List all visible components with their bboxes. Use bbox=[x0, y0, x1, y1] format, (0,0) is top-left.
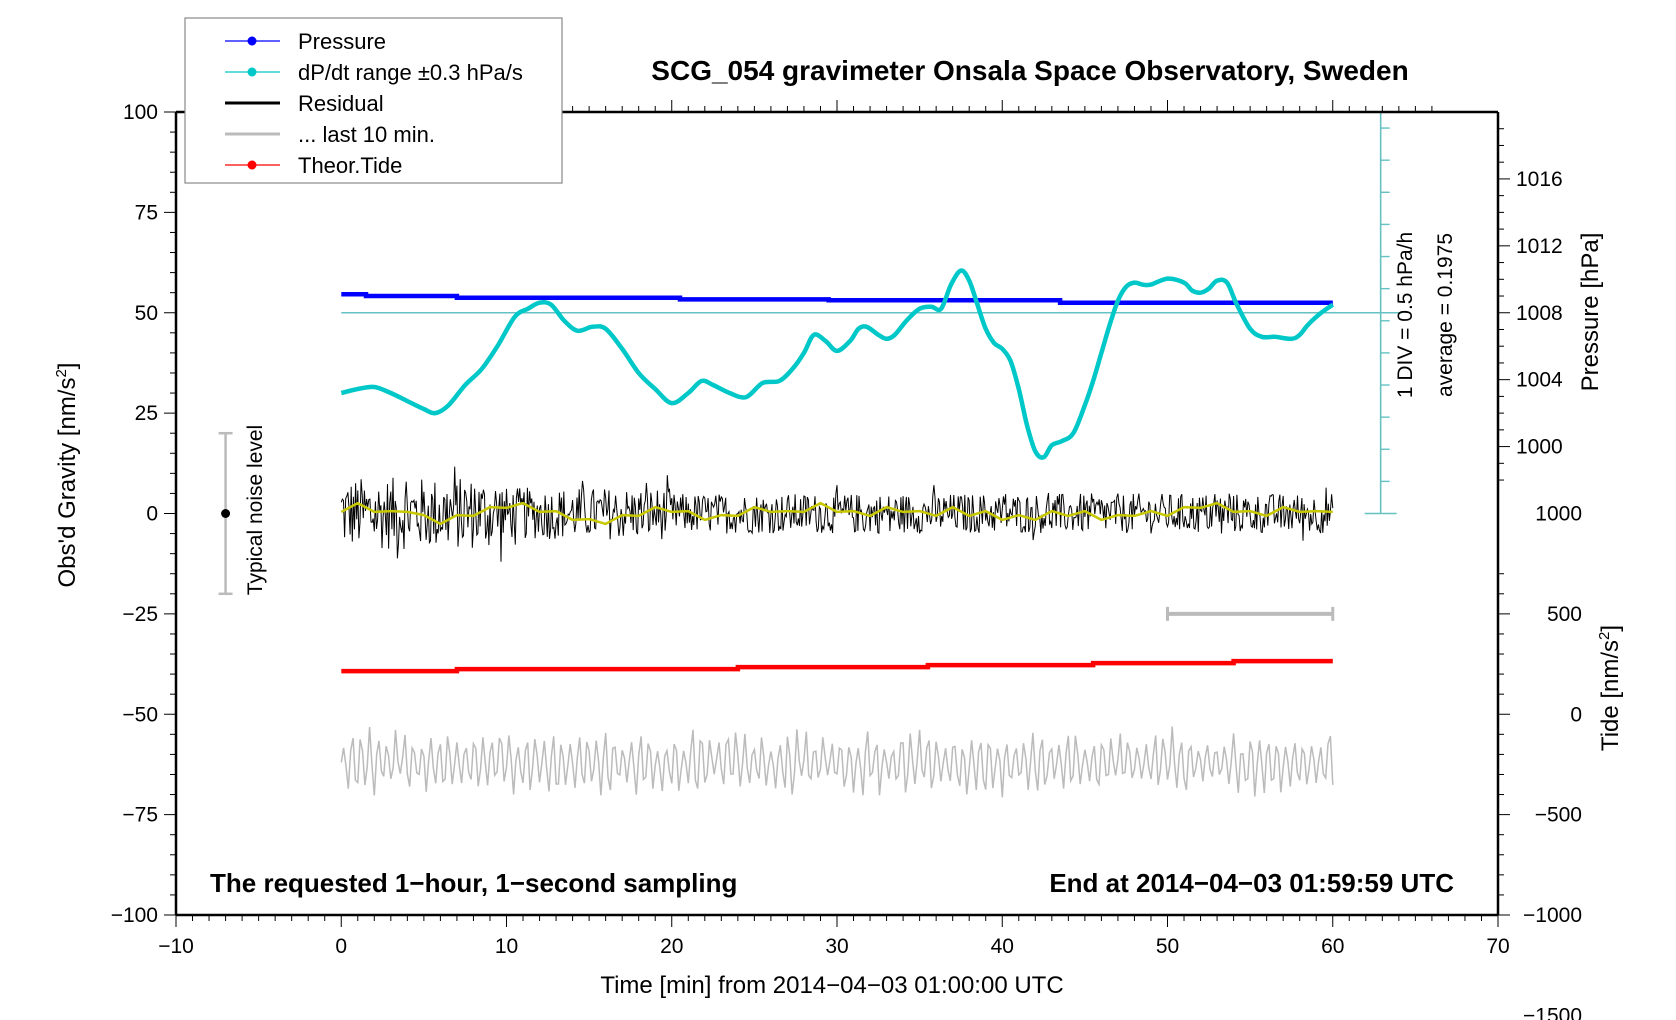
y-tick-label: 25 bbox=[135, 402, 158, 425]
legend: Pressure dP/dt range ±0.3 hPa/s Residual… bbox=[184, 17, 563, 184]
x-axis-label: Time [min] from 2014−04−03 01:00:00 UTC bbox=[600, 972, 1063, 999]
legend-box bbox=[184, 17, 563, 184]
x-tick-label: −10 bbox=[158, 935, 194, 958]
legend-marker-0 bbox=[247, 36, 257, 46]
pressure-tick-label: 1016 bbox=[1516, 168, 1563, 191]
tide-tick-label: −1000 bbox=[1523, 904, 1582, 927]
y-tick-label: 50 bbox=[135, 302, 158, 325]
tide-tick-label: 500 bbox=[1547, 603, 1582, 626]
y-tick-label: −25 bbox=[122, 603, 158, 626]
legend-label-pressure: Pressure bbox=[298, 29, 386, 54]
x-tick-label: 70 bbox=[1486, 935, 1509, 958]
legend-marker-4 bbox=[247, 160, 257, 170]
residual-line bbox=[340, 466, 1334, 562]
noise-level-label: Typical noise level bbox=[244, 425, 267, 595]
y-tick-label: −100 bbox=[111, 904, 158, 927]
residual-smoothed-line bbox=[340, 501, 1333, 526]
dpdt-line bbox=[340, 268, 1335, 460]
y-tick-label: 100 bbox=[123, 101, 158, 124]
tide-tick-label: 0 bbox=[1570, 703, 1582, 726]
y-tick-label: 75 bbox=[135, 201, 158, 224]
pressure-tick-label: 1004 bbox=[1516, 369, 1563, 392]
chart-title: SCG_054 gravimeter Onsala Space Observat… bbox=[651, 55, 1408, 86]
legend-label-dpdt: dP/dt range ±0.3 hPa/s bbox=[298, 60, 523, 85]
x-tick-label: 10 bbox=[495, 935, 518, 958]
average-annotation: average = 0.1975 bbox=[1434, 233, 1457, 397]
x-tick-label: 50 bbox=[1156, 935, 1179, 958]
x-tick-label: 60 bbox=[1321, 935, 1344, 958]
y-axis-label-pressure: Pressure [hPa] bbox=[1577, 233, 1604, 392]
y-tick-label: −75 bbox=[122, 804, 158, 827]
legend-label-last10: ... last 10 min. bbox=[298, 122, 435, 147]
legend-label-tide: Theor.Tide bbox=[298, 153, 402, 178]
div-annotation: 1 DIV = 0.5 hPa/h bbox=[1394, 232, 1417, 398]
y-tick-label: −50 bbox=[122, 703, 158, 726]
x-tick-label: 0 bbox=[335, 935, 347, 958]
x-tick-label: 20 bbox=[660, 935, 683, 958]
x-tick-label: 40 bbox=[991, 935, 1014, 958]
x-tick-label: 30 bbox=[825, 935, 848, 958]
legend-marker-1 bbox=[247, 67, 257, 77]
y-axis-label-left: Obs'd Gravity [nm/s2] bbox=[53, 363, 81, 588]
tide-tick-label: −1500 bbox=[1523, 1004, 1582, 1020]
y-tick-label: 0 bbox=[146, 503, 158, 526]
tide-tick-label: 1000 bbox=[1535, 503, 1582, 526]
pressure-tick-label: 1012 bbox=[1516, 235, 1563, 258]
pressure-tick-label: 1000 bbox=[1516, 436, 1563, 459]
note-sampling: The requested 1−hour, 1−second sampling bbox=[210, 868, 737, 898]
legend-label-residual: Residual bbox=[298, 91, 384, 116]
last-10-min-line bbox=[340, 726, 1334, 798]
pressure-tick-label: 1008 bbox=[1516, 302, 1563, 325]
note-end-time: End at 2014−04−03 01:59:59 UTC bbox=[1049, 868, 1454, 898]
tide-tick-label: −500 bbox=[1535, 804, 1582, 827]
noise-level-center-dot bbox=[221, 509, 231, 518]
y-axis-label-tide: Tide [nm/s2] bbox=[1596, 625, 1624, 751]
tide-line bbox=[341, 658, 1333, 674]
pressure-line bbox=[341, 292, 1333, 305]
